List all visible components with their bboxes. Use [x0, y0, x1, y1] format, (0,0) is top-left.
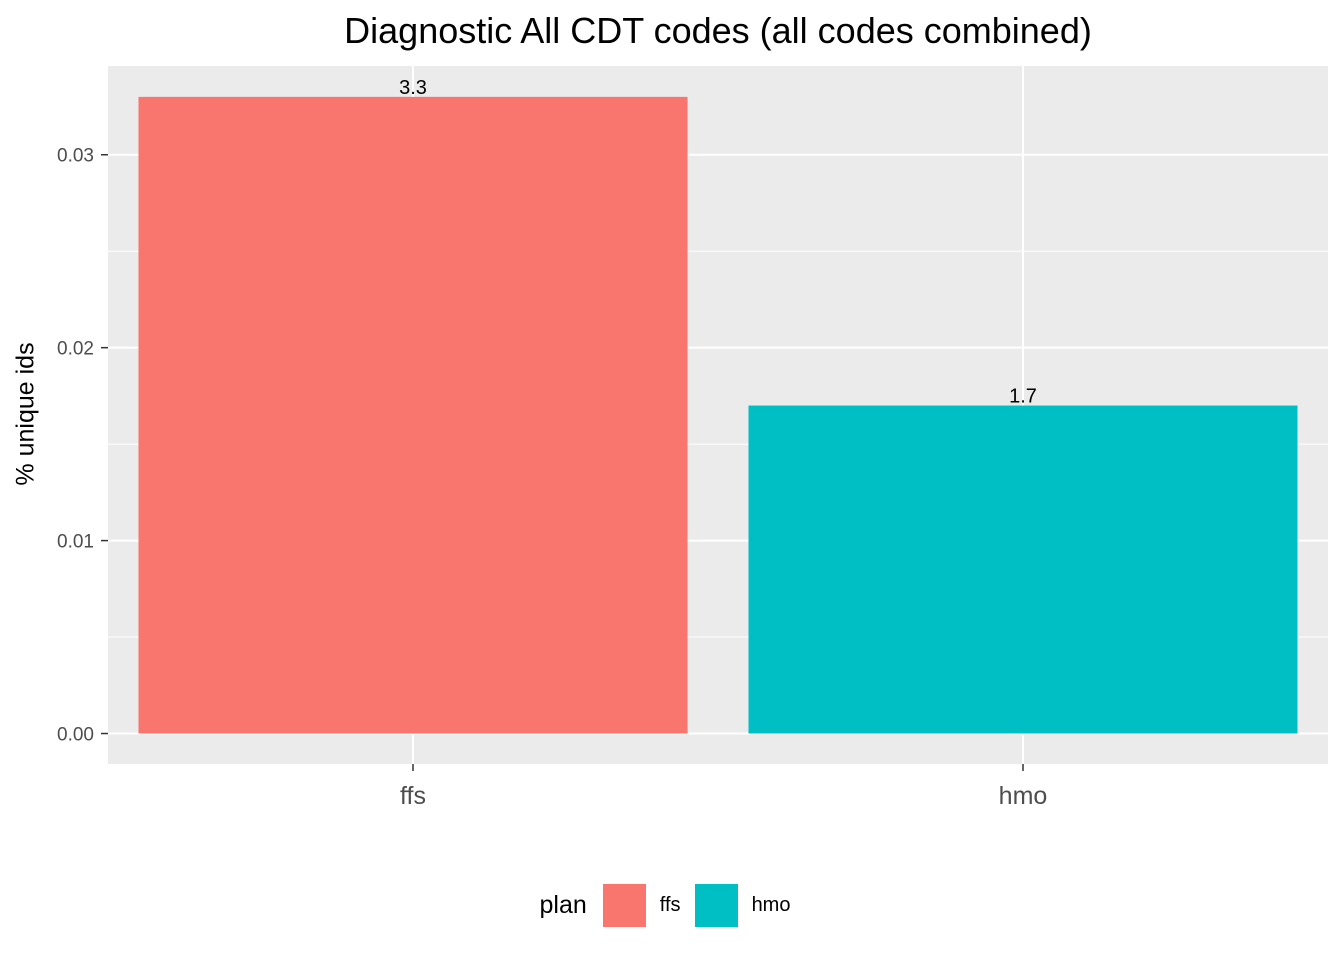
chart-title: Diagnostic All CDT codes (all codes comb… — [344, 10, 1092, 51]
y-tick-label: 0.01 — [57, 532, 94, 553]
y-tick-label: 0.00 — [57, 725, 94, 746]
legend-key-ffs — [602, 884, 646, 927]
legend: plan ffs hmo — [0, 884, 1344, 927]
data-label-hmo: 1.7 — [1009, 386, 1037, 408]
legend-label-ffs: ffs — [659, 894, 681, 916]
x-tick-label-ffs: ffs — [400, 782, 426, 810]
bar-hmo — [748, 405, 1298, 734]
legend-key-hmo — [694, 884, 738, 927]
bar-ffs — [138, 96, 688, 734]
legend-item-hmo: hmo — [694, 884, 791, 927]
x-tick-label-hmo: hmo — [999, 782, 1048, 810]
legend-title: plan — [539, 891, 587, 919]
legend-item-ffs: ffs — [602, 884, 681, 927]
y-tick-label: 0.02 — [57, 339, 94, 360]
data-label-ffs: 3.3 — [399, 77, 427, 99]
legend-label-hmo: hmo — [751, 894, 791, 916]
y-tick-label: 0.03 — [57, 146, 94, 167]
